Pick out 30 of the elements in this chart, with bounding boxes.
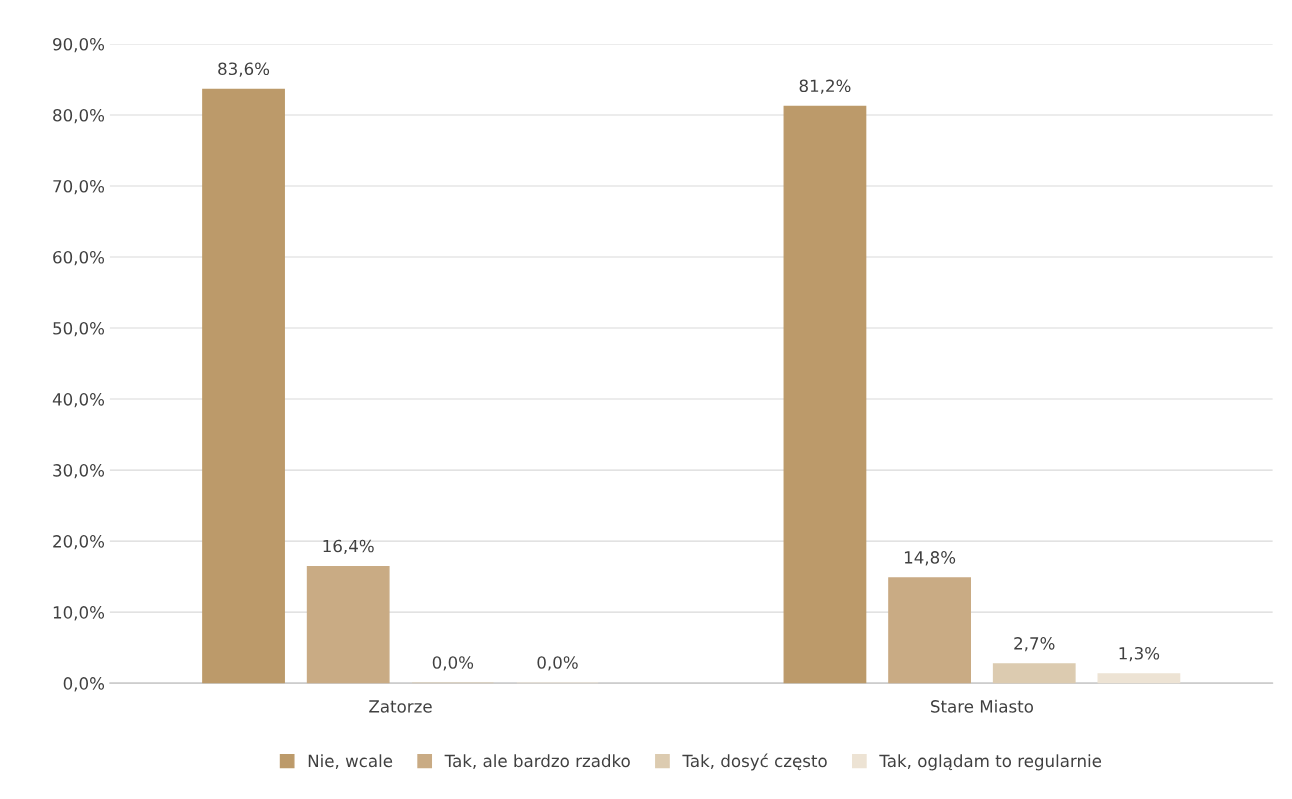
x-tick-label: Stare Miasto: [931, 699, 1034, 713]
y-tick-label: 90,0%: [53, 37, 105, 53]
bar: [888, 577, 971, 684]
y-tick-label: 20,0%: [53, 535, 105, 550]
data-label: 0,0%: [432, 656, 474, 671]
data-label: 2,7%: [1014, 637, 1055, 652]
y-tick-label: 40,0%: [52, 393, 105, 408]
y-tick-label: 30,0%: [53, 464, 105, 479]
y-tick-label: 50,0%: [53, 322, 105, 337]
data-label: 83,6%: [218, 62, 270, 77]
legend-label: Nie, wcale: [308, 754, 393, 769]
legend-label: Tak, oglądam to regularnie: [879, 754, 1102, 771]
legend-label: Tak, ale bardzo rzadko: [444, 754, 630, 769]
y-tick-label: 80,0%: [53, 108, 105, 124]
y-tick-label: 0,0%: [63, 677, 105, 692]
y-tick-label: 10,0%: [53, 606, 105, 621]
bar: [1097, 673, 1181, 684]
legend-label: Tak, dosyć często: [682, 753, 827, 771]
data-label: 0,0%: [537, 656, 578, 671]
data-label: 81,2%: [799, 79, 851, 94]
bar: [992, 663, 1076, 684]
data-label: 14,8%: [904, 551, 956, 566]
y-tick-label: 60,0%: [53, 250, 105, 266]
x-tick-label: Zatorze: [369, 700, 432, 713]
y-tick-label: 70,0%: [53, 179, 105, 195]
bar: [783, 105, 867, 684]
data-label: 16,4%: [323, 539, 374, 555]
data-label: 1,3%: [1119, 646, 1160, 662]
bar: [202, 88, 285, 684]
bar: [306, 565, 390, 684]
